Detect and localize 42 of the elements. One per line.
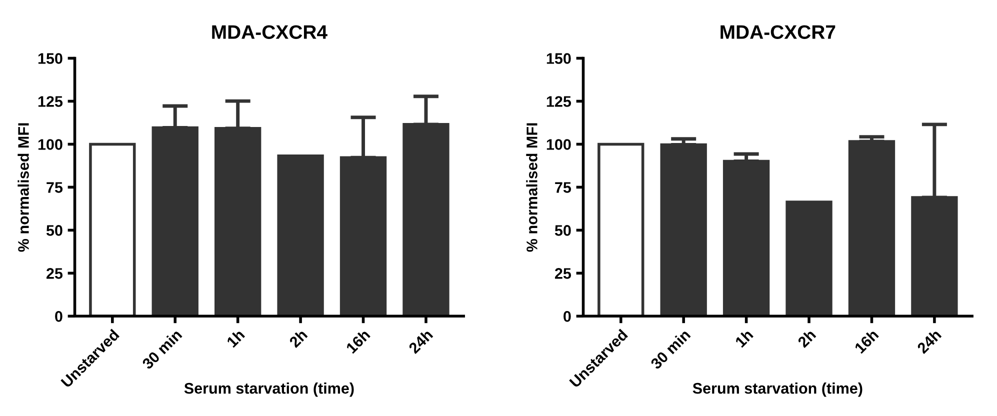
y-tick-label: 75 (555, 182, 572, 193)
y-tick-label: 125 (38, 96, 63, 107)
y-tick-label: 50 (46, 225, 62, 236)
x-axis-title: Serum starvation (time) (184, 382, 354, 397)
y-tick-label: 25 (46, 268, 63, 279)
bar (402, 123, 450, 316)
bar (848, 140, 896, 316)
y-axis-title: % normalised MFI (526, 123, 538, 252)
y-tick-label: 100 (546, 139, 571, 150)
bar (89, 142, 136, 316)
chart-title: MDA-CXCR7 (720, 25, 836, 39)
bar (340, 156, 387, 316)
x-tick-label: 30 min (650, 328, 691, 370)
y-tick-label: 50 (554, 225, 571, 236)
y-tick-label: 75 (46, 182, 63, 193)
y-tick-label: 150 (38, 53, 62, 64)
bar (722, 160, 770, 316)
bar (152, 126, 198, 316)
y-tick-label: 25 (554, 268, 572, 279)
y-tick-label: 125 (546, 96, 572, 107)
x-tick-label: 2h (288, 328, 308, 348)
chart-title: MDA-CXCR4 (212, 25, 328, 39)
bar (660, 143, 707, 316)
bar (598, 142, 644, 316)
bar (277, 154, 324, 316)
x-axis-title: Serum starvation (time) (692, 382, 862, 397)
y-axis-title: % normalised MFI (18, 123, 29, 252)
bar (786, 200, 832, 316)
x-tick-label: 30 min (141, 328, 182, 370)
y-tick-label: 100 (38, 139, 62, 150)
bar (214, 127, 262, 316)
bar (911, 196, 958, 316)
y-tick-label: 150 (546, 53, 571, 64)
x-tick-label: 1h (226, 328, 245, 348)
x-tick-label: 1h (734, 328, 754, 348)
y-tick-label: 0 (564, 311, 571, 322)
x-tick-label: 16h (345, 328, 371, 354)
y-tick-label: 0 (55, 311, 62, 322)
x-tick-label: 24h (916, 328, 942, 354)
x-tick-label: 16h (854, 328, 879, 354)
x-tick-label: 24h (408, 328, 434, 354)
x-tick-label: 2h (796, 328, 816, 348)
